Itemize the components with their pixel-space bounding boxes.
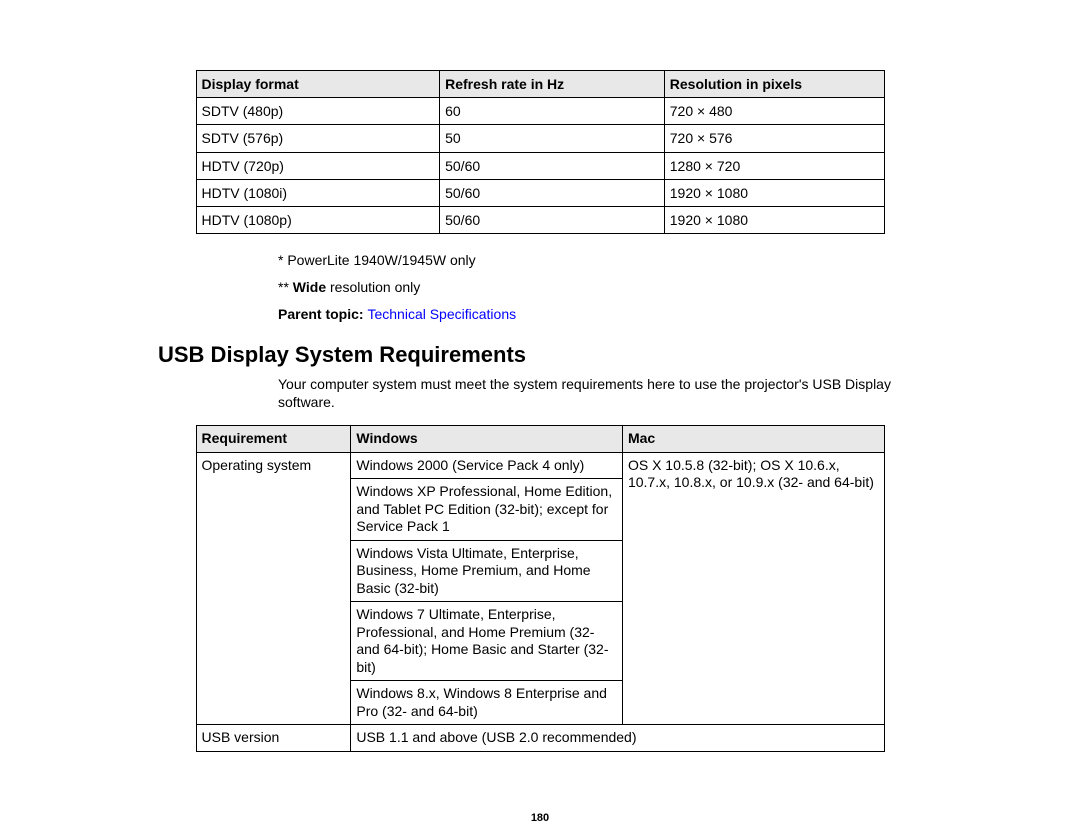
table-row: USB version USB 1.1 and above (USB 2.0 r… [196, 725, 884, 752]
table-row: Operating system Windows 2000 (Service P… [196, 452, 884, 479]
cell: 1920 × 1080 [664, 206, 884, 233]
cell: 60 [440, 98, 665, 125]
cell: HDTV (720p) [196, 152, 440, 179]
table-row: HDTV (720p) 50/60 1280 × 720 [196, 152, 884, 179]
display-format-table: Display format Refresh rate in Hz Resolu… [196, 70, 885, 234]
table-row: HDTV (1080p) 50/60 1920 × 1080 [196, 206, 884, 233]
cell: 1920 × 1080 [664, 179, 884, 206]
footnote-2: ** Wide resolution only [278, 277, 945, 298]
table-row: SDTV (576p) 50 720 × 576 [196, 125, 884, 152]
display-header-resolution: Resolution in pixels [664, 71, 884, 98]
cell: Windows 8.x, Windows 8 Enterprise and Pr… [351, 681, 623, 725]
cell: 1280 × 720 [664, 152, 884, 179]
cell: HDTV (1080i) [196, 179, 440, 206]
parent-topic-link[interactable]: Technical Specifications [367, 306, 516, 322]
section-heading: USB Display System Requirements [135, 342, 945, 368]
cell: Windows 2000 (Service Pack 4 only) [351, 452, 623, 479]
cell: SDTV (480p) [196, 98, 440, 125]
display-header-refresh: Refresh rate in Hz [440, 71, 665, 98]
system-requirements-table: Requirement Windows Mac Operating system… [196, 425, 885, 752]
section-body-text: Your computer system must meet the syste… [135, 376, 945, 411]
req-usb-value: USB 1.1 and above (USB 2.0 recommended) [351, 725, 884, 752]
cell: 50/60 [440, 179, 665, 206]
table-row: SDTV (480p) 60 720 × 480 [196, 98, 884, 125]
parent-topic-label: Parent topic: [278, 306, 367, 322]
cell: 50 [440, 125, 665, 152]
req-os-label: Operating system [196, 452, 351, 725]
page-number: 180 [135, 812, 945, 824]
parent-topic: Parent topic: Technical Specifications [135, 306, 945, 322]
cell: 720 × 576 [664, 125, 884, 152]
display-header-format: Display format [196, 71, 440, 98]
req-header-requirement: Requirement [196, 426, 351, 453]
cell: Windows XP Professional, Home Edition, a… [351, 479, 623, 541]
cell: Windows Vista Ultimate, Enterprise, Busi… [351, 540, 623, 602]
req-mac-cell: OS X 10.5.8 (32-bit); OS X 10.6.x, 10.7.… [622, 452, 884, 725]
req-header-mac: Mac [622, 426, 884, 453]
cell: 50/60 [440, 206, 665, 233]
cell: HDTV (1080p) [196, 206, 440, 233]
table-row: HDTV (1080i) 50/60 1920 × 1080 [196, 179, 884, 206]
cell: SDTV (576p) [196, 125, 440, 152]
cell: Windows 7 Ultimate, Enterprise, Professi… [351, 602, 623, 681]
req-header-windows: Windows [351, 426, 623, 453]
footnote-1: * PowerLite 1940W/1945W only [278, 250, 945, 271]
cell: 50/60 [440, 152, 665, 179]
table-footnotes: * PowerLite 1940W/1945W only ** Wide res… [135, 250, 945, 298]
cell: 720 × 480 [664, 98, 884, 125]
req-usb-label: USB version [196, 725, 351, 752]
